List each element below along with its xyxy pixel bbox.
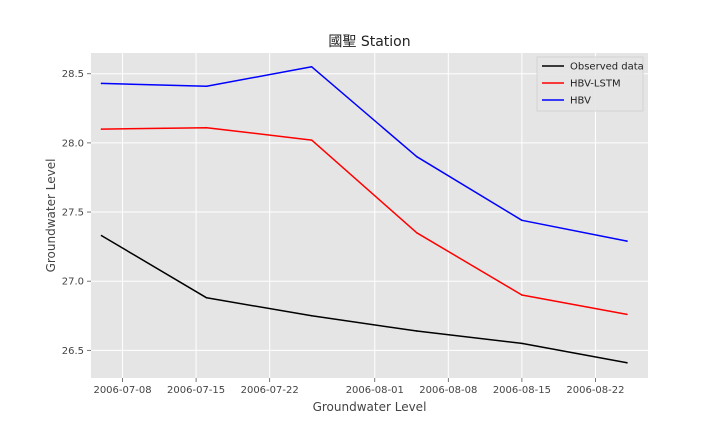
y-tick-label: 26.5	[62, 346, 84, 357]
data-point	[310, 314, 313, 317]
y-axis-label: Groundwater Level	[44, 159, 58, 273]
series-line-2	[101, 126, 628, 316]
y-tick-label: 27.0	[62, 277, 84, 288]
ticks-layer: 26.5 27.0 27.5 28.0 28.5 2006-07-08 2006-07-15…	[62, 69, 625, 396]
data-point	[415, 155, 418, 158]
y-tick-label: 27.5	[62, 208, 84, 219]
legend-items: Observed data HBV-LSTM HBV	[542, 62, 644, 107]
legend-label: HBV	[570, 96, 591, 107]
data-point	[100, 82, 103, 85]
x-tick-label: 2006-08-15	[493, 385, 551, 396]
legend-label: HBV-LSTM	[570, 79, 621, 90]
y-tick-label: 28.0	[62, 138, 84, 149]
x-axis-label: Groundwater Level	[313, 400, 427, 414]
x-tick-label: 2006-08-22	[566, 385, 624, 396]
legend-label: Observed data	[570, 62, 644, 73]
x-tick-label: 2006-08-08	[419, 385, 477, 396]
data-point	[626, 361, 628, 364]
series-layer	[100, 66, 628, 364]
data-point	[100, 234, 103, 237]
data-point	[205, 85, 208, 87]
x-tick-label: 2006-07-15	[167, 385, 225, 396]
data-point	[521, 219, 523, 222]
data-point	[626, 313, 628, 316]
series-line-1	[101, 234, 628, 364]
x-tick-label: 2006-08-01	[346, 385, 404, 396]
data-point	[415, 231, 418, 234]
y-tick-label: 28.5	[62, 69, 84, 80]
data-point	[310, 66, 313, 68]
data-point	[100, 128, 103, 130]
data-point	[521, 342, 523, 345]
legend: Observed data HBV-LSTM HBV	[536, 56, 644, 112]
chart-title: 國聖 Station	[328, 34, 410, 50]
grid-layer	[91, 53, 648, 378]
data-point	[521, 294, 523, 296]
data-point	[415, 330, 418, 332]
data-point	[205, 126, 208, 129]
x-tick-label: 2006-07-22	[241, 385, 299, 396]
x-tick-label: 2006-07-08	[93, 385, 151, 396]
data-point	[626, 240, 628, 242]
data-point	[205, 296, 208, 299]
data-point	[310, 139, 313, 141]
series-line-3	[101, 66, 628, 242]
